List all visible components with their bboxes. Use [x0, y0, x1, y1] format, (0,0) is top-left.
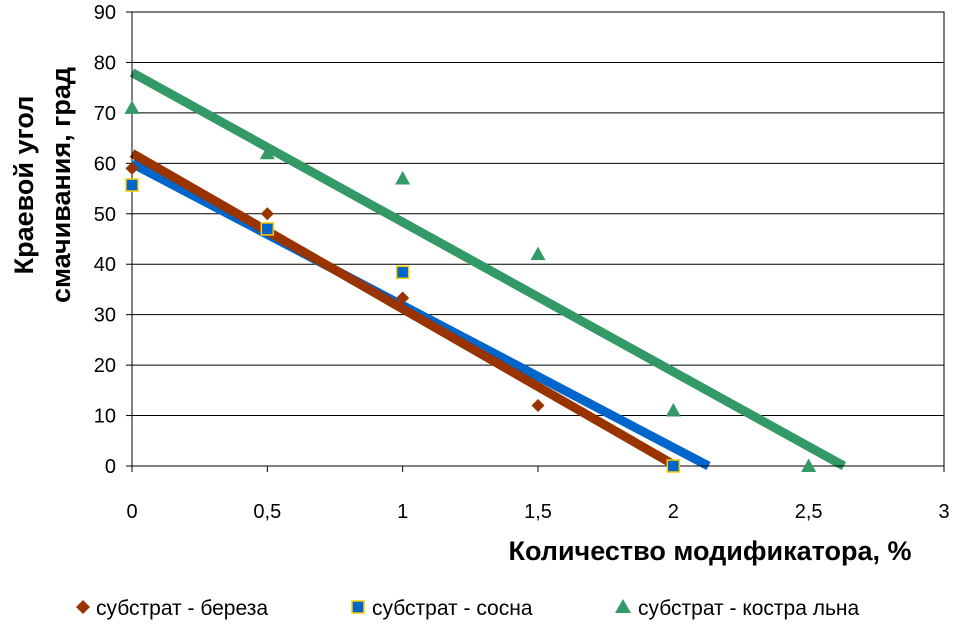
- data-point: [665, 403, 681, 417]
- plot-frame: [131, 11, 945, 467]
- data-points: [124, 100, 817, 473]
- x-tick-label: 1,5: [524, 501, 552, 523]
- x-tick-label: 3: [938, 501, 949, 523]
- y-tick-label: 30: [94, 305, 116, 327]
- legend-item-birch: субстрат - береза: [76, 597, 268, 620]
- data-point: [260, 207, 274, 221]
- y-tick-label: 20: [94, 355, 116, 377]
- legend-marker-triangle: [615, 599, 631, 613]
- x-tick-label: 2,5: [795, 501, 823, 523]
- y-axis-title: Краевой угол смачивания, град: [9, 67, 76, 303]
- trendline: [129, 68, 847, 470]
- y-axis-title-line-1: Краевой угол: [9, 96, 39, 275]
- data-point: [260, 222, 275, 236]
- data-point: [801, 458, 817, 472]
- data-point: [531, 398, 545, 412]
- tick-labels: 0 10 20 30 40 50 60 70 80 90 0 0,5 1 1,5 2 2,5 3: [94, 2, 950, 523]
- data-point: [395, 170, 411, 185]
- x-tick-label: 1: [397, 501, 408, 523]
- data-point: [395, 265, 410, 280]
- data-point: [125, 161, 139, 175]
- axes: [126, 11, 945, 472]
- x-tick-label: 0,5: [253, 501, 281, 523]
- trendline: [129, 149, 679, 470]
- legend-label-pine: субстрат - сосна: [372, 597, 533, 620]
- legend: субстрат - береза субстрат - сосна субст…: [76, 597, 860, 620]
- trendlines: [129, 68, 847, 470]
- data-point: [124, 100, 140, 114]
- legend-label-birch: субстрат - береза: [96, 597, 268, 620]
- grid-lines: [132, 11, 944, 417]
- y-tick-label: 60: [94, 153, 116, 175]
- x-tick-label: 0: [126, 501, 137, 523]
- legend-label-flax: субстрат - костра льна: [638, 597, 860, 620]
- y-tick-label: 80: [94, 52, 116, 74]
- data-point: [396, 291, 410, 305]
- legend-item-flax: субстрат - костра льна: [615, 597, 860, 620]
- y-tick-label: 50: [94, 204, 116, 226]
- legend-item-pine: субстрат - сосна: [351, 597, 533, 620]
- y-tick-label: 70: [94, 103, 116, 125]
- y-tick-label: 0: [105, 456, 116, 478]
- y-axis-title-line-2: смачивания, град: [46, 67, 76, 303]
- x-tick-label: 2: [668, 501, 679, 523]
- x-axis-title: Количество модификатора, %: [509, 536, 912, 566]
- data-point: [530, 246, 546, 261]
- y-tick-label: 10: [94, 406, 116, 428]
- y-tick-label: 90: [94, 2, 116, 24]
- legend-marker-square: [351, 600, 365, 614]
- legend-marker-diamond: [76, 600, 90, 614]
- data-point: [125, 178, 139, 192]
- data-point: [259, 145, 275, 160]
- data-point: [666, 459, 681, 473]
- y-tick-label: 40: [94, 254, 116, 276]
